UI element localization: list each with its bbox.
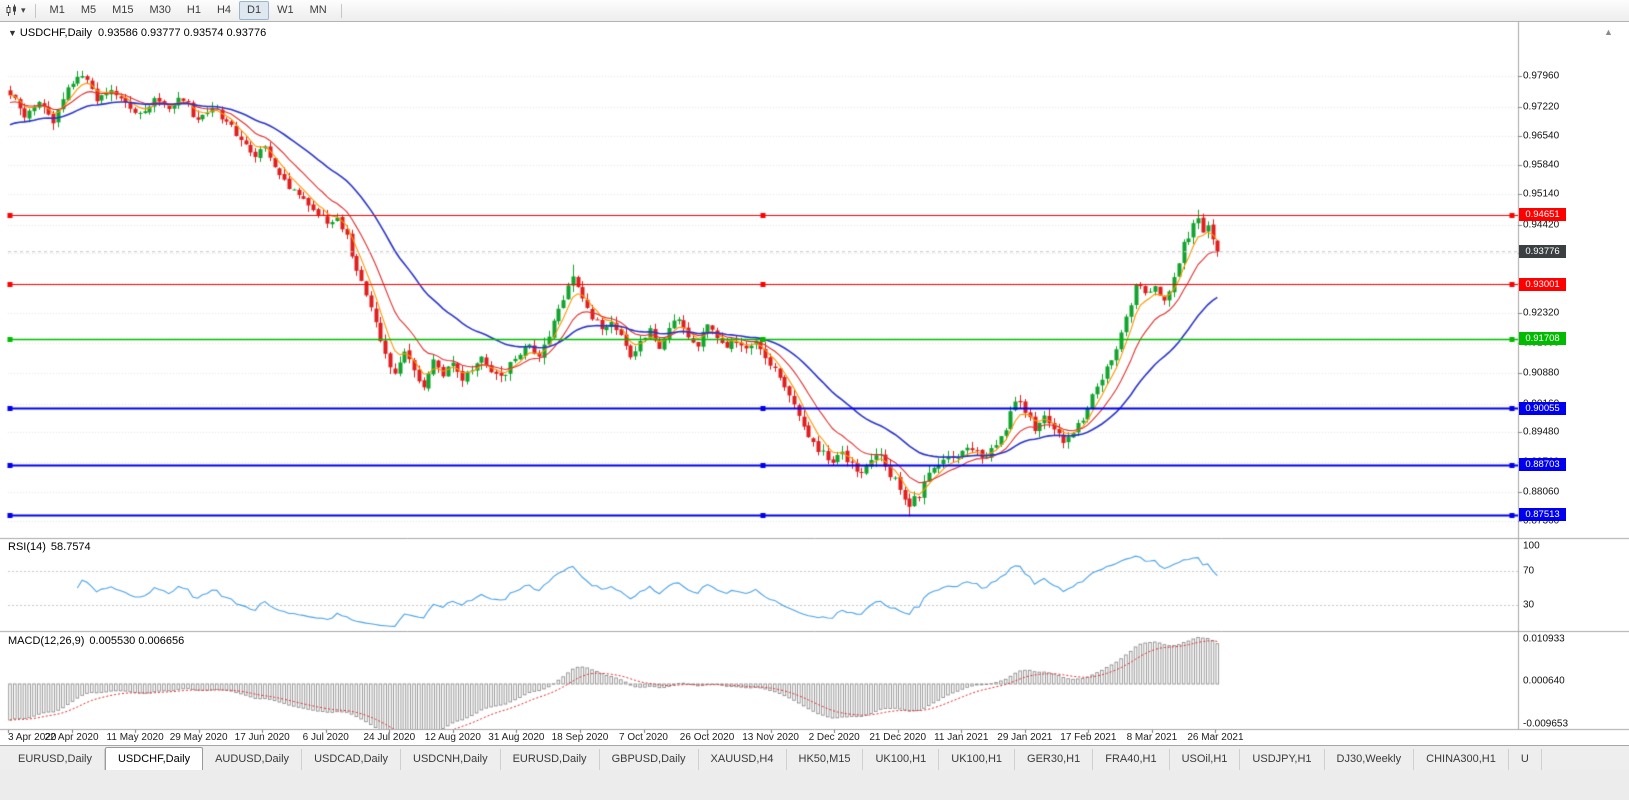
toolbar-separator xyxy=(340,3,342,18)
candlestick-glyph xyxy=(6,4,16,16)
timeframes-toolbar: ▾ M1 M5 M15 M30 H1 H4 D1 W1 MN xyxy=(0,0,1629,22)
chart-tab-uk100-h1[interactable]: UK100,H1 xyxy=(863,749,940,770)
chart-tab-eurusd-daily[interactable]: EURUSD,Daily xyxy=(6,749,105,770)
chart-tab-xauusd-h4[interactable]: XAUUSD,H4 xyxy=(699,749,787,770)
chart-tabs-list: EURUSD,Daily USDCHF,Daily AUDUSD,Daily USDC… xyxy=(6,746,1542,770)
chart-type-dropdown-icon[interactable]: ▾ xyxy=(21,5,26,15)
toolbar-separator xyxy=(34,3,36,18)
chart-tab-usdjpy-h1[interactable]: USDJPY,H1 xyxy=(1240,749,1325,770)
timeframe-button-m1[interactable]: M1 xyxy=(49,4,65,16)
chart-tab-fra40-h1[interactable]: FRA40,H1 xyxy=(1093,749,1170,770)
chart-tab-uk100-h1[interactable]: UK100,H1 xyxy=(939,749,1016,770)
timeframe-buttons-group: M1 M5 M15 M30 H1 H4 D1 W1 MN xyxy=(42,1,335,20)
timeframe-button-m30[interactable]: M30 xyxy=(149,4,171,16)
chart-tabs-bar: EURUSD,Daily USDCHF,Daily AUDUSD,Daily USDC… xyxy=(0,745,1629,770)
chart-window: ▼ USDCHF,Daily 0.93586 0.93777 0.93574 0.9… xyxy=(0,22,1629,745)
chart-tab-usdcad-daily[interactable]: USDCAD,Daily xyxy=(302,749,402,770)
timeframe-button-mn[interactable]: MN xyxy=(309,4,327,16)
chart-type-icon[interactable] xyxy=(5,4,20,17)
chart-tab-china300-h1[interactable]: CHINA300,H1 xyxy=(1414,749,1509,770)
timeframe-button-h4[interactable]: H4 xyxy=(216,4,232,16)
timeframe-button-m15[interactable]: M15 xyxy=(112,4,134,16)
timeframe-button-h1[interactable]: H1 xyxy=(186,4,201,16)
chart-tab-audusd-daily[interactable]: AUDUSD,Daily xyxy=(203,749,303,770)
timeframe-button-w1[interactable]: W1 xyxy=(277,4,294,16)
chart-tab-eurusd-daily[interactable]: EURUSD,Daily xyxy=(501,749,600,770)
timeframe-button-d1[interactable]: D1 xyxy=(239,1,270,20)
timeframe-button-m5[interactable]: M5 xyxy=(80,4,97,16)
window-bottom-filler xyxy=(0,770,1629,800)
chart-tab-usdcnh-daily[interactable]: USDCNH,Daily xyxy=(401,749,501,770)
chart-tab-u[interactable]: U xyxy=(1509,749,1542,770)
price-chart-canvas[interactable] xyxy=(0,22,1629,745)
chart-tab-usdchf-daily[interactable]: USDCHF,Daily xyxy=(104,747,204,770)
chart-tab-gbpusd-daily[interactable]: GBPUSD,Daily xyxy=(600,749,699,770)
chart-tab-hk50-m15[interactable]: HK50,M15 xyxy=(787,749,864,770)
chart-tab-dj30-weekly[interactable]: DJ30,Weekly xyxy=(1325,749,1415,770)
chart-tab-ger30-h1[interactable]: GER30,H1 xyxy=(1015,749,1094,770)
chart-tab-usoil-h1[interactable]: USOil,H1 xyxy=(1170,749,1241,770)
